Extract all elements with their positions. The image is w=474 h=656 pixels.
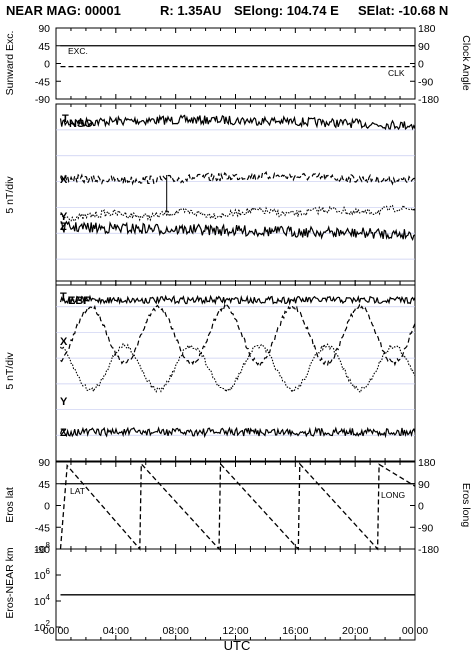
series-label-exc: EXC. bbox=[68, 46, 88, 56]
ytick-p4-right-0: 180 bbox=[418, 457, 436, 469]
title-selat: SElat: -10.68 N bbox=[358, 3, 448, 18]
component-label-nso-y: Y bbox=[60, 211, 68, 223]
ytick-p4-3: -45 bbox=[35, 522, 50, 534]
ytick-p1-4: -90 bbox=[35, 94, 50, 106]
ytick-p1-right-0: 180 bbox=[418, 23, 436, 35]
ytick-p1-right-2: 0 bbox=[418, 59, 424, 71]
ytick-p4-right-2: 0 bbox=[418, 501, 424, 513]
ytick-p1-right-3: -90 bbox=[418, 76, 433, 88]
ylabel-clock-angle: Clock Angle bbox=[460, 35, 472, 91]
series-long bbox=[59, 462, 416, 551]
title-mission: NEAR MAG: 00001 bbox=[6, 3, 121, 18]
trace-ebf-x bbox=[60, 303, 416, 367]
component-label-ebf-z: Z bbox=[60, 427, 67, 439]
title-selong: SElong: 104.74 E bbox=[234, 3, 339, 18]
component-label-nso-z: Z bbox=[60, 221, 67, 233]
component-label-nso-t: T bbox=[62, 113, 69, 125]
ytick-p1-0: 90 bbox=[38, 23, 50, 35]
component-label-nso-x: X bbox=[60, 174, 68, 186]
ytick-p1-3: -45 bbox=[35, 76, 50, 88]
ytick-p1-2: 0 bbox=[44, 59, 50, 71]
xtick-label-0: 00:00 bbox=[43, 625, 69, 637]
trace-nso-t bbox=[59, 114, 416, 131]
ytick-p4-4: -90 bbox=[35, 544, 50, 556]
data-series bbox=[59, 45, 416, 596]
x-tick-labels: 00:00 04:00 08:00 12:00 16:00 20:00 00:00 bbox=[43, 625, 428, 637]
ytick-p1-right-1: 90 bbox=[418, 41, 430, 53]
ytick-p1-right-4: -180 bbox=[418, 94, 439, 106]
frame-label-nso: NSO bbox=[69, 118, 93, 130]
ytick-p5-1: 106 bbox=[34, 567, 51, 582]
ytick-p4-right-4: -180 bbox=[418, 544, 439, 556]
trace-ebf-y bbox=[60, 342, 416, 394]
xtick-label-5: 20:00 bbox=[342, 625, 368, 637]
frame-label-ebf: EBF bbox=[68, 295, 90, 307]
ytick-p4-1: 45 bbox=[38, 479, 50, 491]
trace-nso-y bbox=[60, 203, 416, 223]
ylabel-eros-near: Eros-NEAR km bbox=[4, 547, 16, 618]
xtick-label-2: 08:00 bbox=[163, 625, 189, 637]
component-label-ebf-y: Y bbox=[60, 396, 68, 408]
series-label-clk: CLK bbox=[388, 68, 405, 78]
ytick-p4-right-3: -90 bbox=[418, 522, 433, 534]
title-range: R: 1.35AU bbox=[160, 3, 221, 18]
ytick-p5-3: 102 bbox=[34, 619, 51, 634]
xtick-label-3: 12:00 bbox=[222, 625, 248, 637]
frame-p2 bbox=[55, 103, 416, 286]
ytick-p4-2: 0 bbox=[44, 501, 50, 513]
trace-nso-x bbox=[59, 170, 416, 186]
tick-marks bbox=[55, 27, 416, 640]
ylabel-nso: 5 nT/div bbox=[4, 176, 16, 214]
ytick-p5-0: 108 bbox=[34, 541, 51, 556]
xlabel-utc: UTC bbox=[224, 638, 251, 653]
trace-ebf-t bbox=[59, 294, 416, 306]
ylabel-eros-lat: Eros lat bbox=[4, 487, 16, 523]
ylabel-ebf: 5 nT/div bbox=[4, 352, 16, 390]
ylabel-sunward: Sunward Exc. bbox=[4, 31, 16, 96]
ylabel-eros-long: Eros long bbox=[460, 483, 472, 528]
series-label-lat: LAT bbox=[70, 486, 85, 496]
ytick-p4-right-1: 90 bbox=[418, 479, 430, 491]
ytick-p4-0: 90 bbox=[38, 457, 50, 469]
ytick-p1-1: 45 bbox=[38, 41, 50, 53]
frame-p1 bbox=[55, 27, 416, 100]
component-label-ebf-x: X bbox=[60, 336, 68, 348]
ytick-p5-2: 104 bbox=[34, 593, 51, 608]
xtick-label-6: 00:00 bbox=[402, 625, 428, 637]
log-tick-labels: 108 106 104 102 bbox=[34, 541, 51, 634]
frame-p4 bbox=[55, 461, 416, 550]
trace-nso-z bbox=[60, 220, 416, 242]
xtick-label-4: 16:00 bbox=[282, 625, 308, 637]
component-label-ebf-t: T bbox=[60, 291, 67, 303]
xtick-label-1: 04:00 bbox=[103, 625, 129, 637]
trace-ebf-z bbox=[59, 426, 416, 439]
series-label-long: LONG bbox=[381, 490, 405, 500]
